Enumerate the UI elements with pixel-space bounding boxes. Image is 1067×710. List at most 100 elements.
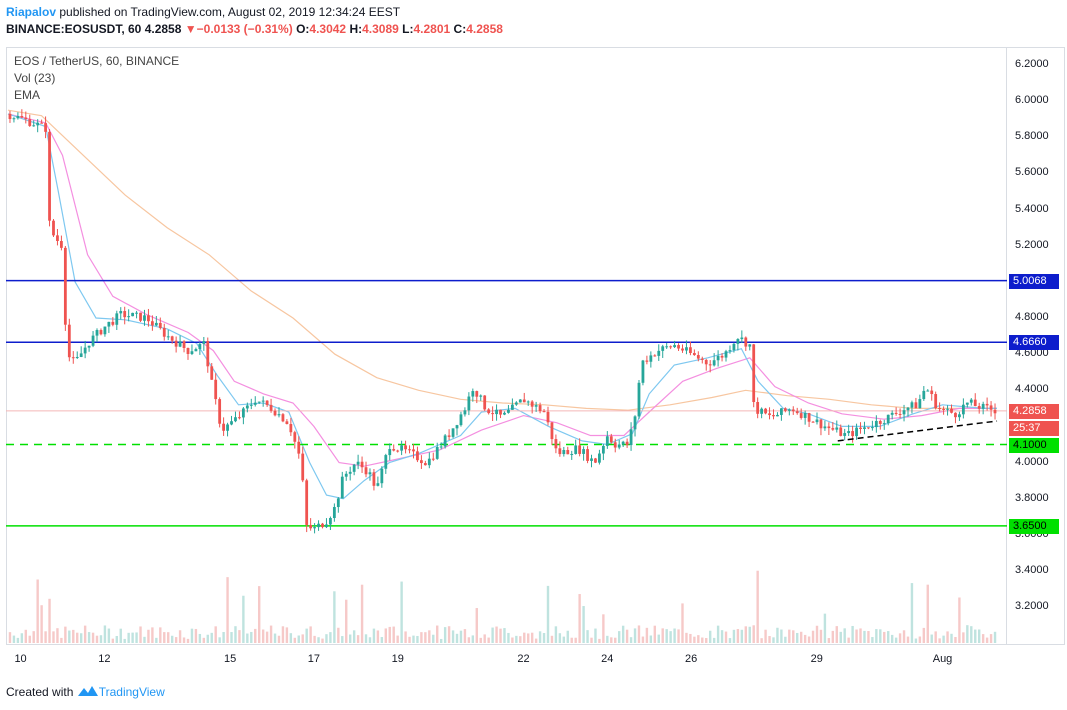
candle-body [700,358,704,360]
chart-panel[interactable] [6,47,1007,645]
volume-bar [839,631,842,643]
author-link[interactable]: Riapalov [6,5,57,19]
volume-bar [261,629,265,643]
candle-body [364,467,368,475]
volume-bar [111,638,115,643]
candle-body [681,348,684,351]
volume-bar [570,637,573,643]
candle-body [926,390,930,392]
x-tick-label: 19 [391,653,404,665]
candle-body [103,326,107,335]
candle-body [902,410,906,415]
volume-bar [269,625,273,643]
level-price-tag: 4.6660 [1009,335,1059,351]
candle-body [281,414,285,422]
volume-bar [859,628,862,643]
candle-body [107,321,111,327]
volume-bar [657,634,660,643]
candle-body [143,315,146,321]
volume-bar [432,634,435,643]
candle-body [649,355,653,362]
candle-body [728,350,732,352]
candle-body [63,247,67,325]
volume-bar [966,625,969,643]
candle-body [776,414,779,417]
volume-bar [823,613,827,643]
volume-bar [716,625,720,643]
candle-body [253,402,257,405]
price-axis[interactable] [1007,47,1065,645]
candle-body [214,379,218,400]
tradingview-link[interactable]: TradingView [98,685,165,699]
volume-bar [376,630,380,643]
volume-bar [550,635,554,643]
candle-body [293,432,297,442]
price-chart[interactable] [6,47,1007,645]
volume-bar [372,628,376,643]
candle-body [795,411,799,414]
volume-bar [756,570,759,643]
candle-body [590,458,593,461]
candle-body [194,349,198,352]
candle-body [230,421,233,425]
candle-body [443,435,447,447]
volume-bar [277,635,281,643]
volume-bar [91,632,95,643]
candle-body [285,421,289,425]
candle-body [799,413,803,418]
candle-body [748,344,752,347]
volume-bar [76,632,79,643]
volume-bar [325,634,328,643]
ema-mid-line [7,113,997,467]
candle-body [538,405,542,412]
candle-body [566,449,570,455]
candle-body [890,412,894,415]
volume-bar [329,632,332,643]
candle-body [918,399,922,409]
volume-bar [977,629,981,643]
candle-body [135,312,138,314]
candle-body [12,118,16,120]
volume-bar [645,627,649,643]
volume-bar [463,629,467,643]
volume-bar [610,637,613,643]
candle-body [447,435,451,437]
candle-body [507,409,510,413]
support-trendline [837,420,998,442]
candle-body [139,312,142,321]
volume-bar [293,637,297,643]
x-tick-label: 17 [307,653,321,665]
volume-bar [254,628,257,643]
volume-bar [115,635,118,643]
volume-bar [194,628,198,643]
candle-body [435,447,439,459]
candle-body [898,413,902,415]
volume-bar [36,579,39,643]
candle-body [969,399,973,403]
candle-body [154,322,158,326]
volume-bar [210,632,213,643]
volume-bar [313,635,316,643]
candle-body [301,453,305,481]
candle-body [665,346,669,348]
volume-bar [641,636,645,643]
volume-bar [56,628,59,643]
volume-bar [954,637,957,643]
candle-body [637,382,641,417]
candle-body [835,427,839,430]
candle-body [878,420,882,424]
x-tick-label: 24 [601,653,614,665]
volume-bar [776,627,779,643]
candle-body [297,441,301,454]
volume-bar [439,638,443,643]
volume-bar [16,637,20,643]
candle-body [483,395,487,410]
volume-bar [499,628,502,643]
volume-bar [796,632,799,643]
volume-bar [72,629,75,643]
candle-body [412,449,415,452]
volume-bar [447,626,451,643]
volume-bar [989,634,993,643]
candle-body [894,412,898,414]
legend-title: EOS / TetherUS, 60, BINANCE [14,54,180,68]
